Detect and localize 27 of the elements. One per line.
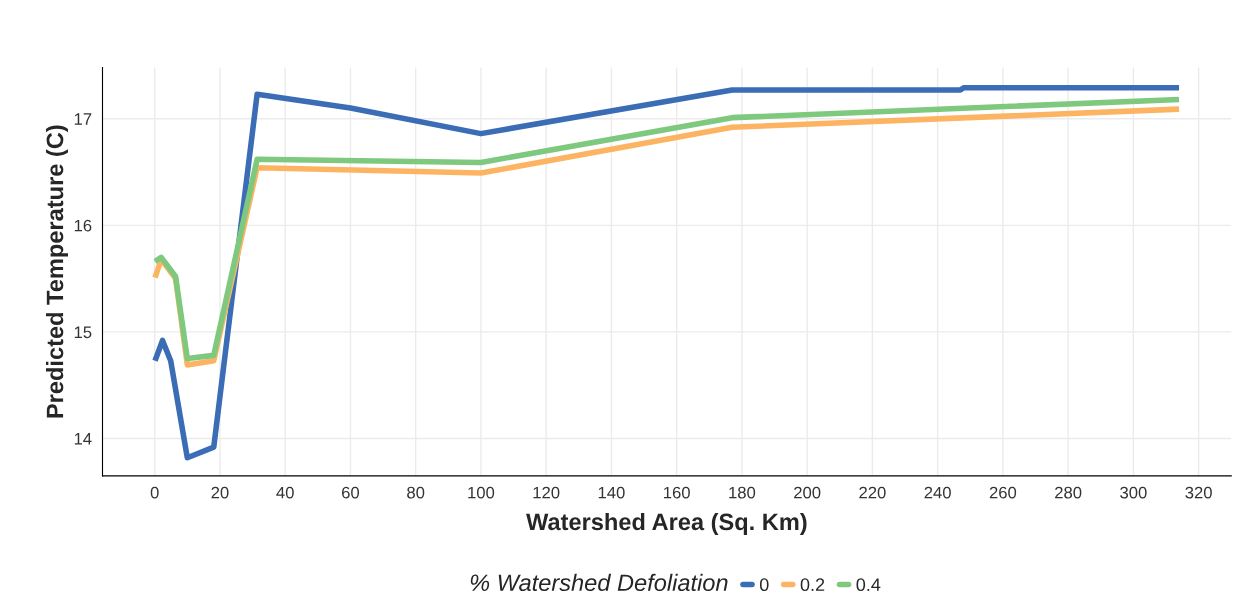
x-tick-label: 60: [342, 486, 360, 499]
x-tick-label: 220: [859, 486, 886, 499]
y-axis-title: Predicted Temperature (C): [45, 125, 68, 418]
x-tick-label: 120: [533, 486, 560, 499]
x-tick-label: 40: [276, 486, 294, 499]
x-tick-label: 160: [664, 486, 690, 499]
x-tick-label: 280: [1055, 486, 1082, 499]
x-tick-label: 180: [729, 486, 756, 499]
legend-label: 0.2: [800, 578, 825, 592]
y-tick-label: 16: [74, 219, 92, 232]
x-tick-label: 240: [924, 486, 951, 499]
x-tick-label: 140: [598, 486, 625, 499]
y-tick-label: 15: [74, 326, 92, 339]
x-tick-label: 100: [468, 486, 495, 499]
y-tick-label: 17: [74, 113, 92, 125]
x-tick-label: 0: [150, 486, 159, 499]
legend-label: 0.4: [856, 578, 881, 592]
x-tick-label: 80: [407, 486, 425, 499]
x-tick-label: 20: [211, 486, 229, 499]
x-tick-label: 300: [1120, 486, 1147, 499]
legend-label: 0: [759, 578, 769, 592]
legend-title: % Watershed Defoliation: [470, 573, 728, 592]
x-tick-label: 320: [1185, 486, 1212, 499]
y-tick-label: 14: [74, 433, 92, 445]
x-axis-title: Watershed Area (Sq. Km): [526, 512, 807, 535]
x-tick-label: 200: [794, 486, 821, 499]
x-tick-label: 260: [989, 486, 1017, 499]
